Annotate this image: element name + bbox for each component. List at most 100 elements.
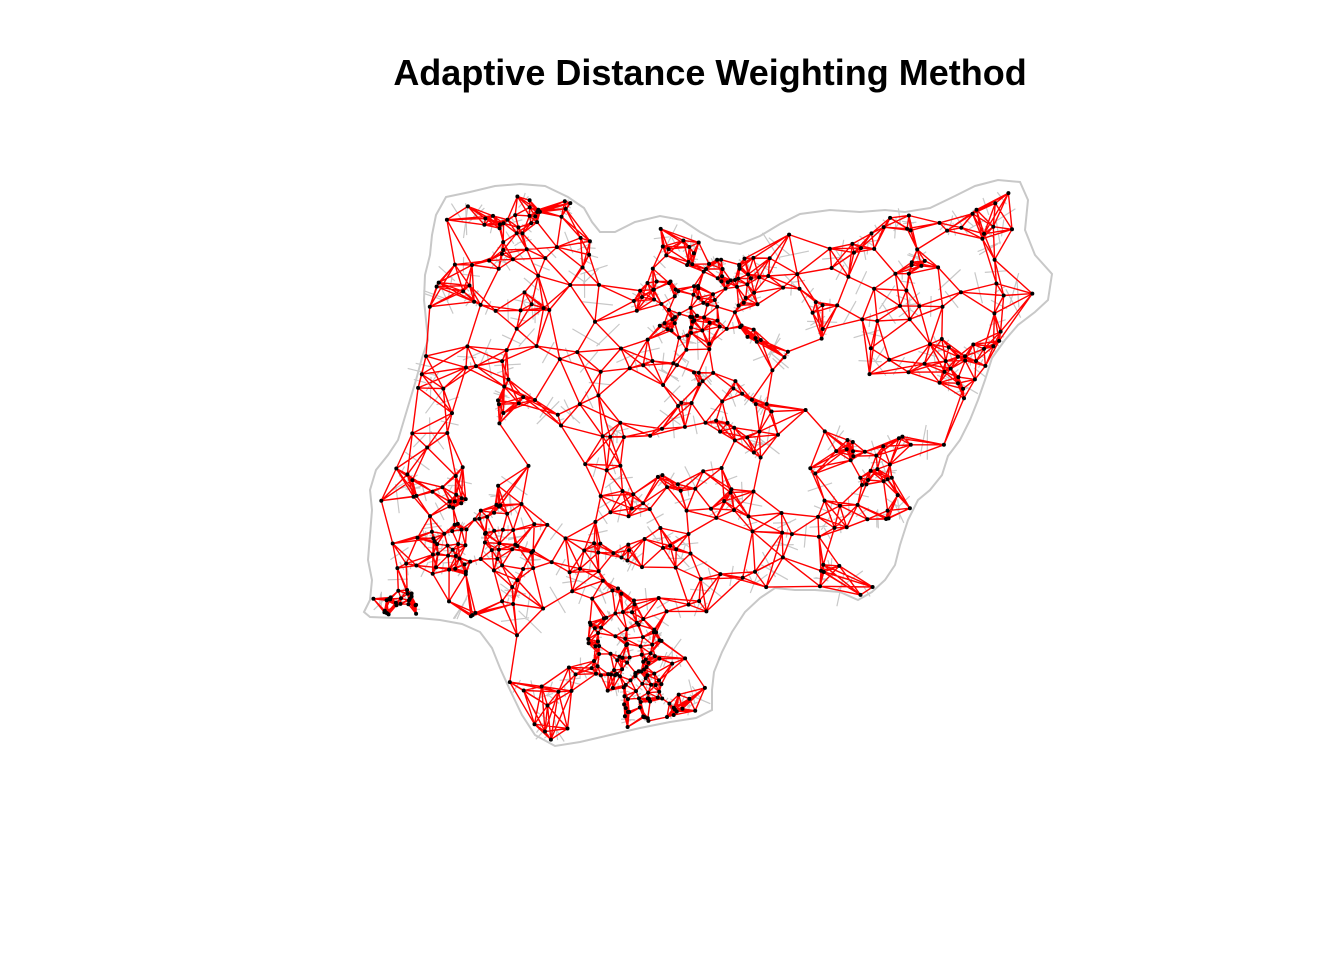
centroid-point — [820, 303, 825, 308]
centroid-point — [482, 222, 487, 227]
centroid-point — [498, 222, 502, 227]
centroid-point — [895, 493, 900, 498]
centroid-point — [886, 516, 891, 521]
centroid-point — [855, 502, 860, 507]
centroid-point — [608, 651, 613, 656]
centroid-point — [427, 304, 432, 309]
centroid-point — [769, 409, 774, 414]
centroid-point — [593, 319, 597, 324]
centroid-point — [732, 438, 737, 443]
centroid-point — [450, 411, 454, 416]
centroid-point — [881, 225, 886, 230]
centroid-point — [410, 478, 415, 483]
centroid-point — [451, 505, 456, 510]
centroid-point — [406, 602, 411, 607]
centroid-point — [563, 206, 568, 211]
centroid-point — [460, 465, 465, 470]
centroid-point — [642, 537, 647, 541]
centroid-point — [655, 474, 660, 479]
centroid-point — [510, 585, 515, 589]
centroid-point — [645, 337, 650, 342]
centroid-point — [516, 401, 521, 406]
centroid-point — [943, 359, 948, 364]
centroid-point — [685, 333, 690, 338]
centroid-point — [896, 436, 901, 441]
centroid-point — [757, 275, 762, 280]
centroid-point — [908, 442, 913, 447]
centroid-point — [829, 266, 834, 270]
centroid-point — [915, 247, 920, 252]
centroid-point — [701, 469, 706, 474]
centroid-point — [720, 399, 725, 404]
centroid-point — [497, 226, 502, 231]
centroid-point — [858, 475, 863, 480]
centroid-point — [527, 205, 532, 210]
centroid-point — [446, 553, 451, 558]
centroid-point — [667, 307, 671, 312]
centroid-point — [887, 462, 892, 467]
centroid-point — [810, 310, 815, 315]
centroid-point — [640, 295, 644, 300]
centroid-point — [682, 424, 687, 429]
centroid-point — [758, 455, 763, 460]
centroid-point — [543, 256, 548, 261]
centroid-point — [598, 673, 603, 678]
centroid-point — [889, 475, 894, 480]
centroid-point — [514, 326, 519, 331]
centroid-point — [660, 473, 665, 478]
centroid-point — [462, 562, 467, 567]
centroid-point — [527, 213, 532, 218]
centroid-point — [563, 536, 568, 541]
centroid-point — [608, 510, 613, 515]
centroid-point — [545, 703, 550, 708]
centroid-point — [859, 246, 863, 251]
centroid-point — [468, 559, 473, 564]
centroid-point — [625, 660, 630, 665]
centroid-point — [837, 503, 842, 508]
centroid-point — [993, 201, 998, 206]
centroid-point — [715, 276, 720, 281]
centroid-point — [787, 232, 792, 237]
centroid-point — [714, 515, 719, 520]
centroid-point — [386, 612, 391, 617]
centroid-point — [502, 384, 507, 389]
centroid-point — [946, 345, 951, 350]
centroid-point — [463, 543, 468, 548]
centroid-point — [468, 614, 473, 619]
centroid-point — [500, 251, 504, 256]
centroid-point — [549, 560, 554, 565]
centroid-point — [639, 652, 644, 657]
centroid-point — [428, 514, 432, 519]
centroid-point — [711, 370, 716, 375]
centroid-point — [875, 467, 880, 472]
centroid-point — [702, 315, 707, 320]
centroid-point — [419, 372, 424, 377]
centroid-point — [701, 300, 706, 305]
centroid-point — [869, 231, 874, 236]
centroid-point — [715, 318, 720, 323]
centroid-point — [860, 483, 864, 487]
centroid-point — [821, 562, 826, 567]
centroid-point — [681, 238, 686, 243]
centroid-point — [707, 341, 712, 346]
centroid-point — [846, 274, 851, 279]
centroid-point — [436, 551, 440, 556]
centroid-point — [452, 499, 457, 504]
centroid-point — [617, 654, 622, 659]
centroid-point — [596, 393, 601, 398]
centroid-point — [983, 363, 988, 368]
centroid-point — [465, 344, 470, 349]
centroid-point — [908, 228, 913, 233]
centroid-point — [619, 555, 624, 560]
centroid-point — [844, 525, 849, 530]
centroid-point — [521, 567, 526, 571]
centroid-point — [592, 659, 596, 663]
centroid-point — [665, 715, 669, 719]
centroid-point — [629, 506, 634, 511]
centroid-point — [668, 279, 673, 284]
centroid-point — [885, 477, 890, 482]
centroid-point — [820, 327, 825, 331]
centroid-point — [688, 314, 693, 319]
centroid-point — [919, 263, 924, 268]
centroid-point — [491, 213, 495, 218]
